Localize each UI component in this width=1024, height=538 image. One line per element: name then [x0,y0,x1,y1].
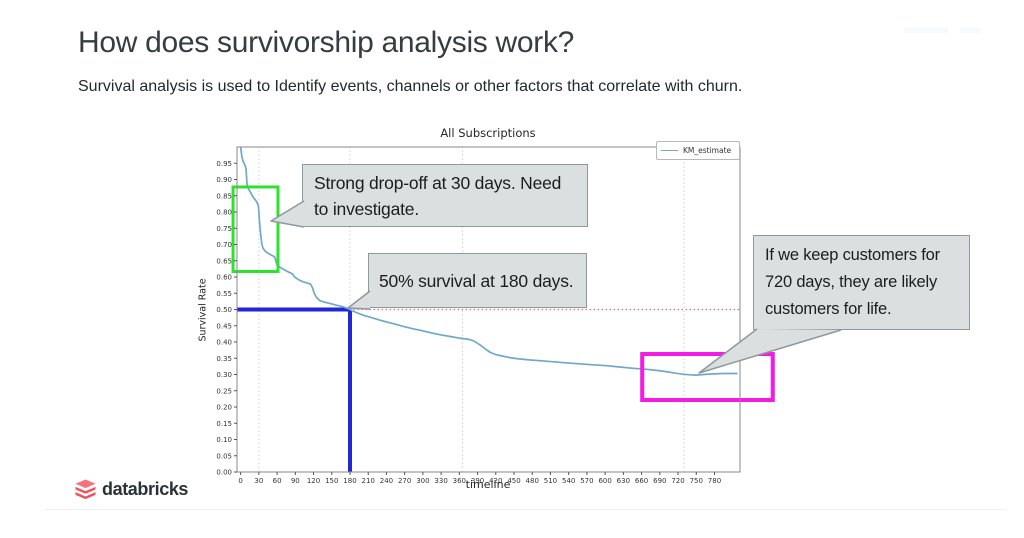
svg-text:330: 330 [434,477,447,485]
svg-text:0.85: 0.85 [216,192,232,200]
svg-text:0.75: 0.75 [216,225,232,233]
callout-text-line: 720 days, they are likely [765,273,938,291]
svg-text:210: 210 [362,477,375,485]
callout-text-line: 50% survival at 180 days. [379,270,574,291]
svg-text:180: 180 [343,477,356,485]
km-estimate-line-swatch [661,150,678,151]
svg-text:0.30: 0.30 [216,371,232,379]
databricks-wordmark: databricks [102,479,189,499]
svg-text:0.80: 0.80 [216,209,232,217]
svg-text:540: 540 [562,477,575,485]
svg-text:0.40: 0.40 [216,339,232,347]
svg-text:150: 150 [325,477,338,485]
svg-text:0.45: 0.45 [216,322,232,330]
callout-strong-dropoff: Strong drop-off at 30 days. Need to inve… [302,164,588,227]
svg-text:750: 750 [690,477,703,485]
svg-text:720: 720 [671,477,684,485]
callout-text-line: customers for life. [765,300,892,318]
callout-customers-for-life: If we keep customers for 720 days, they … [753,235,970,330]
page-title: How does survivorship analysis work? [78,26,575,59]
svg-text:90: 90 [291,477,300,485]
page-subtitle: Survival analysis is used to Identify ev… [78,78,743,95]
callout-text-line: to investigate. [314,199,419,219]
svg-text:0.15: 0.15 [216,420,232,428]
svg-text:780: 780 [708,477,721,485]
svg-text:0.05: 0.05 [216,452,232,460]
svg-text:0.25: 0.25 [216,387,232,395]
y-axis-label: Survival Rate [197,278,209,342]
svg-text:570: 570 [580,477,593,485]
svg-text:0.35: 0.35 [216,355,232,363]
svg-text:0.70: 0.70 [216,241,232,249]
callout-50-percent-survival: 50% survival at 180 days. [368,253,587,308]
svg-text:270: 270 [398,477,411,485]
svg-text:0: 0 [238,477,242,485]
svg-text:510: 510 [544,477,557,485]
svg-text:240: 240 [380,477,393,485]
svg-text:0.90: 0.90 [216,176,232,184]
svg-text:0.00: 0.00 [216,469,232,477]
svg-text:60: 60 [273,477,282,485]
callout-text-line: If we keep customers for [765,246,940,264]
svg-text:30: 30 [254,477,263,485]
svg-text:0.20: 0.20 [216,404,232,412]
callout-text-line: Strong drop-off at 30 days. Need [314,173,562,193]
video-overlay-artifact [904,28,948,33]
databricks-stack-icon [75,479,96,500]
svg-text:480: 480 [526,477,539,485]
svg-text:120: 120 [307,477,320,485]
svg-text:0.55: 0.55 [216,290,232,298]
legend-label: KM_estimate [683,146,732,155]
slide-bottom-edge [45,509,1005,510]
databricks-logo: databricks [74,479,188,500]
svg-text:660: 660 [635,477,648,485]
svg-text:300: 300 [416,477,429,485]
video-overlay-artifact [960,28,981,33]
svg-text:0.65: 0.65 [216,257,232,265]
svg-text:360: 360 [453,477,466,485]
svg-text:0.10: 0.10 [216,436,232,444]
svg-text:600: 600 [598,477,611,485]
svg-text:630: 630 [617,477,630,485]
svg-text:0.60: 0.60 [216,274,232,282]
chart-title: All Subscriptions [440,126,536,140]
x-axis-label: timeline [465,478,511,491]
chart-legend: KM_estimate [656,141,740,160]
svg-text:0.50: 0.50 [216,306,232,314]
svg-text:690: 690 [653,477,666,485]
svg-text:0.95: 0.95 [216,160,232,168]
